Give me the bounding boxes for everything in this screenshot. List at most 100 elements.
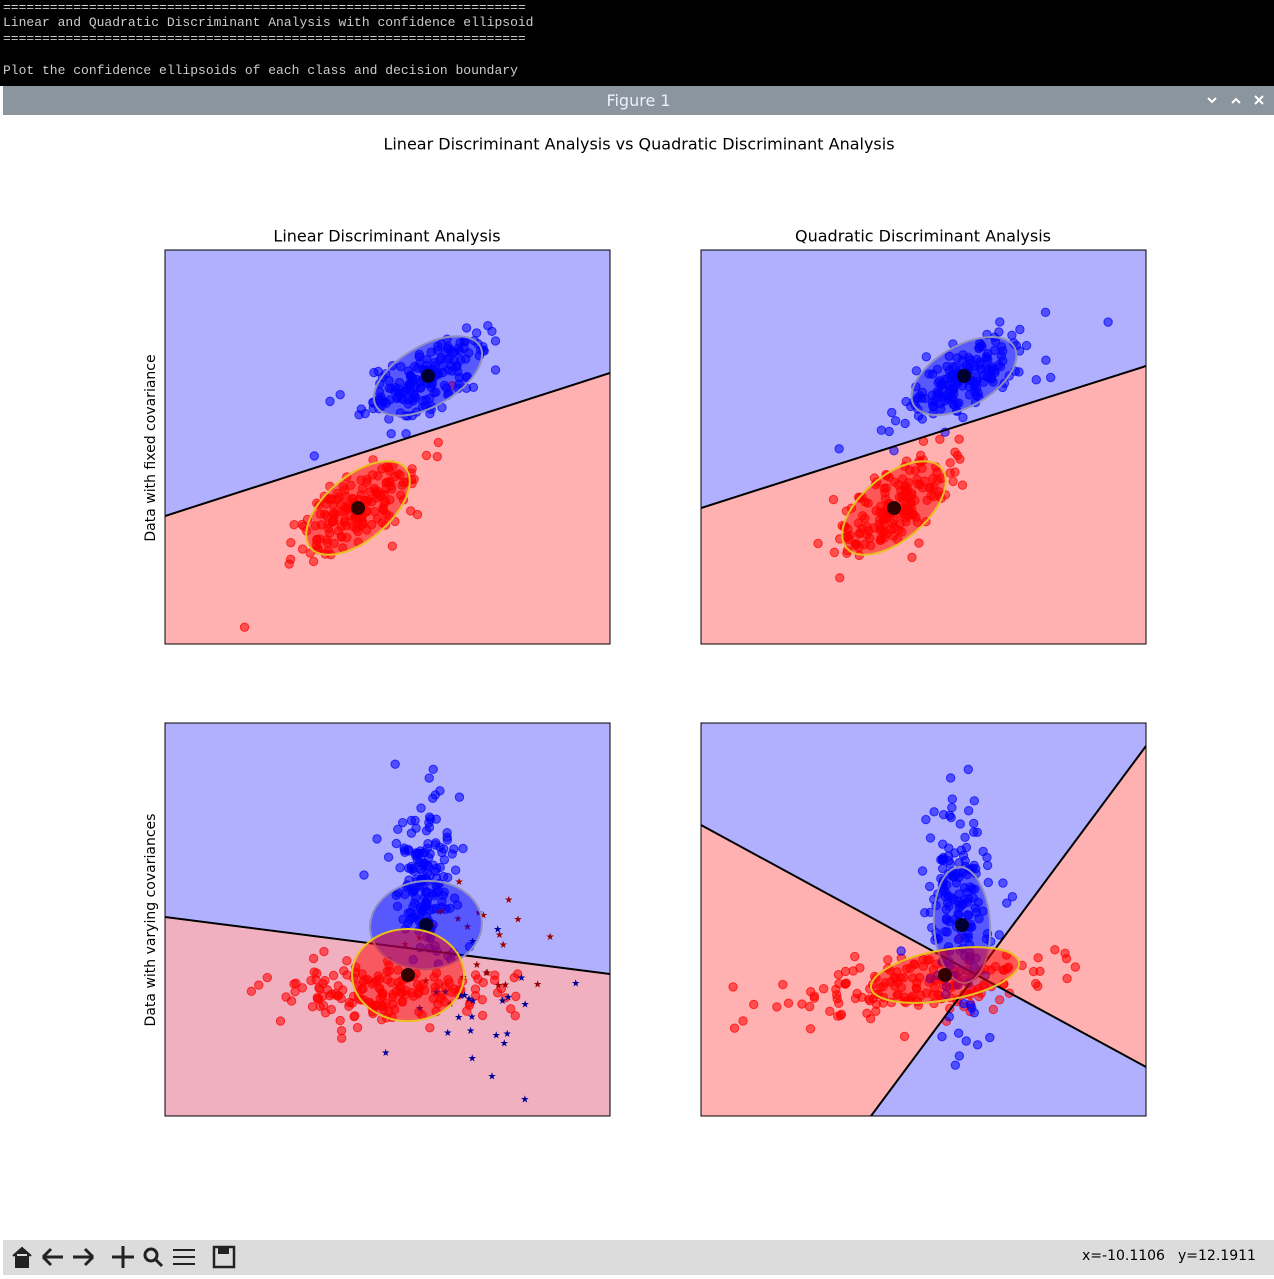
point bbox=[360, 408, 370, 419]
point bbox=[804, 1001, 815, 1012]
star: ★ bbox=[455, 877, 464, 888]
point bbox=[425, 1023, 435, 1033]
point bbox=[309, 451, 320, 461]
point bbox=[315, 984, 325, 994]
star: ★ bbox=[468, 1053, 477, 1064]
cursor-x: x=-10.1106 bbox=[1082, 1248, 1165, 1264]
point bbox=[1041, 355, 1051, 365]
terminal-line: ========================================… bbox=[3, 31, 526, 46]
window-titlebar: Figure 1 bbox=[3, 86, 1274, 115]
point bbox=[308, 556, 319, 567]
point bbox=[407, 464, 417, 474]
point bbox=[828, 494, 839, 505]
star: ★ bbox=[381, 1048, 390, 1059]
point bbox=[921, 352, 932, 362]
terminal-line: Linear and Quadratic Discriminant Analys… bbox=[3, 15, 534, 30]
star: ★ bbox=[482, 968, 491, 979]
point bbox=[852, 988, 862, 999]
point bbox=[496, 983, 507, 994]
point bbox=[957, 480, 968, 490]
point bbox=[415, 846, 426, 856]
point bbox=[938, 810, 949, 820]
point bbox=[834, 444, 844, 454]
point bbox=[914, 538, 924, 548]
axes-title: Quadratic Discriminant Analysis bbox=[795, 227, 1051, 246]
star: ★ bbox=[498, 996, 507, 1007]
star: ★ bbox=[533, 980, 542, 991]
point bbox=[312, 992, 322, 1003]
point bbox=[995, 317, 1005, 327]
point bbox=[998, 878, 1008, 888]
point bbox=[805, 1024, 816, 1034]
point bbox=[286, 537, 296, 548]
point bbox=[834, 998, 844, 1008]
point bbox=[397, 817, 408, 828]
point bbox=[948, 476, 958, 487]
point bbox=[289, 519, 299, 530]
point bbox=[325, 396, 335, 407]
point bbox=[423, 868, 433, 878]
point bbox=[490, 365, 501, 375]
point bbox=[809, 993, 820, 1003]
point bbox=[425, 849, 435, 859]
star: ★ bbox=[571, 978, 580, 989]
point bbox=[473, 974, 483, 984]
point bbox=[887, 407, 897, 418]
point bbox=[342, 956, 352, 966]
point bbox=[921, 814, 931, 825]
point bbox=[468, 382, 479, 392]
point bbox=[1014, 367, 1024, 377]
point bbox=[433, 437, 444, 448]
point bbox=[393, 824, 403, 834]
point bbox=[344, 997, 355, 1008]
window-controls[interactable] bbox=[1206, 94, 1266, 108]
point bbox=[500, 993, 511, 1003]
point bbox=[994, 930, 1004, 940]
point bbox=[876, 425, 887, 435]
cursor-y: y=12.1911 bbox=[1178, 1248, 1256, 1264]
point bbox=[454, 792, 465, 802]
point bbox=[395, 863, 405, 873]
point bbox=[900, 418, 910, 429]
point bbox=[336, 1033, 347, 1043]
point bbox=[510, 1011, 520, 1021]
point bbox=[950, 1060, 961, 1070]
point bbox=[483, 321, 493, 331]
window-title: Figure 1 bbox=[606, 91, 671, 110]
point bbox=[1007, 892, 1018, 902]
star: ★ bbox=[460, 991, 469, 1002]
point bbox=[945, 773, 956, 783]
star: ★ bbox=[514, 914, 523, 925]
point bbox=[442, 835, 453, 845]
point bbox=[435, 786, 445, 796]
point bbox=[432, 451, 442, 462]
point bbox=[972, 1040, 983, 1050]
class-mean bbox=[955, 918, 969, 932]
point bbox=[901, 396, 911, 407]
class-mean bbox=[938, 968, 952, 982]
point bbox=[1002, 898, 1012, 908]
star: ★ bbox=[504, 895, 513, 906]
point bbox=[772, 1002, 782, 1012]
point bbox=[1062, 973, 1072, 984]
point bbox=[286, 996, 297, 1006]
point bbox=[289, 979, 299, 989]
star: ★ bbox=[443, 1028, 452, 1039]
point bbox=[819, 984, 829, 994]
point bbox=[328, 970, 339, 981]
point bbox=[369, 367, 379, 378]
point bbox=[953, 1028, 964, 1038]
point bbox=[458, 843, 468, 854]
point bbox=[490, 970, 500, 980]
class-mean bbox=[887, 501, 901, 515]
star: ★ bbox=[521, 999, 530, 1010]
toolbar-buttons[interactable] bbox=[3, 1240, 243, 1275]
region bbox=[165, 723, 610, 974]
row-label: Data with varying covariances bbox=[143, 814, 159, 1027]
decision-boundary bbox=[165, 372, 610, 517]
point bbox=[778, 979, 788, 990]
star: ★ bbox=[517, 973, 526, 984]
point bbox=[917, 866, 928, 876]
point bbox=[911, 366, 922, 376]
